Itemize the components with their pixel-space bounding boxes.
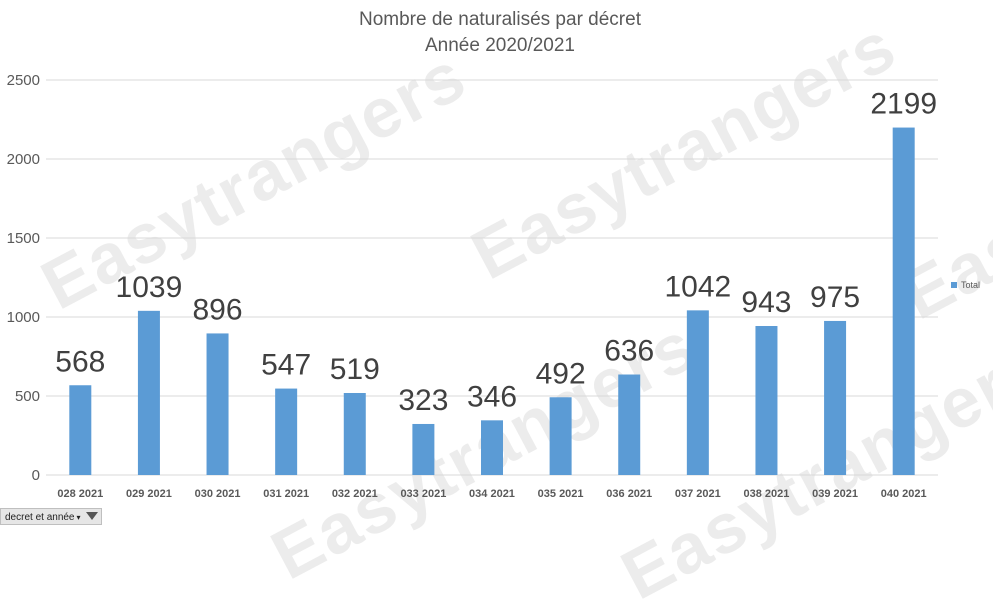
data-label: 636 xyxy=(604,335,654,368)
x-tick-label: 029 2021 xyxy=(126,488,172,500)
data-label: 1039 xyxy=(116,271,183,304)
bar xyxy=(755,326,778,475)
data-label: 547 xyxy=(261,349,311,382)
bar xyxy=(69,385,92,475)
x-tick-label: 030 2021 xyxy=(195,488,241,500)
bar xyxy=(892,127,915,476)
funnel-icon xyxy=(85,512,98,520)
bar xyxy=(137,310,160,475)
legend-swatch xyxy=(951,282,957,288)
data-label: 568 xyxy=(55,345,105,378)
data-label: 2199 xyxy=(870,88,937,121)
data-label: 323 xyxy=(398,384,448,417)
x-tick-label: 038 2021 xyxy=(744,488,790,500)
x-tick-label: 037 2021 xyxy=(675,488,721,500)
x-tick-label: 034 2021 xyxy=(469,488,515,500)
chevron-down-icon: ▾ xyxy=(76,513,81,522)
y-tick-label: 1500 xyxy=(7,230,40,247)
data-label: 896 xyxy=(193,293,243,326)
x-tick-label: 032 2021 xyxy=(332,488,378,500)
y-tick-label: 0 xyxy=(32,467,40,484)
y-tick-label: 2500 xyxy=(7,72,40,89)
data-label: 943 xyxy=(741,286,791,319)
filter-label: decret et année xyxy=(5,512,75,523)
x-tick-label: 036 2021 xyxy=(606,488,652,500)
filter-button[interactable]: decret et année ▾ xyxy=(0,508,102,525)
y-tick-label: 1000 xyxy=(7,309,40,326)
y-tick-label: 500 xyxy=(15,388,40,405)
data-label: 1042 xyxy=(664,270,731,303)
data-label: 492 xyxy=(536,357,586,390)
data-label: 519 xyxy=(330,353,380,386)
chart-subtitle: Année 2020/2021 xyxy=(424,35,576,56)
x-tick-label: 039 2021 xyxy=(812,488,858,500)
x-tick-label: 031 2021 xyxy=(263,488,309,500)
x-tick-label: 040 2021 xyxy=(881,488,927,500)
data-label: 346 xyxy=(467,380,517,413)
bar xyxy=(686,310,709,475)
bar xyxy=(343,392,366,475)
bar xyxy=(206,333,229,475)
bar xyxy=(618,374,641,475)
x-tick-label: 033 2021 xyxy=(400,488,446,500)
bar xyxy=(549,397,572,475)
bar xyxy=(275,388,298,475)
bar-chart: 0 500 1000 1500 2000 2500 568 028 2021 1039 029 2… xyxy=(7,72,938,500)
x-tick-label: 035 2021 xyxy=(538,488,584,500)
data-label: 975 xyxy=(810,281,860,314)
bar xyxy=(412,423,435,475)
legend: Total xyxy=(951,280,980,290)
bar xyxy=(824,320,847,475)
x-tick-label: 028 2021 xyxy=(57,488,103,500)
y-tick-label: 2000 xyxy=(7,151,40,168)
legend-label: Total xyxy=(961,280,981,290)
bar xyxy=(481,420,503,475)
chart-title: Nombre de naturalisés par décret xyxy=(359,9,641,30)
